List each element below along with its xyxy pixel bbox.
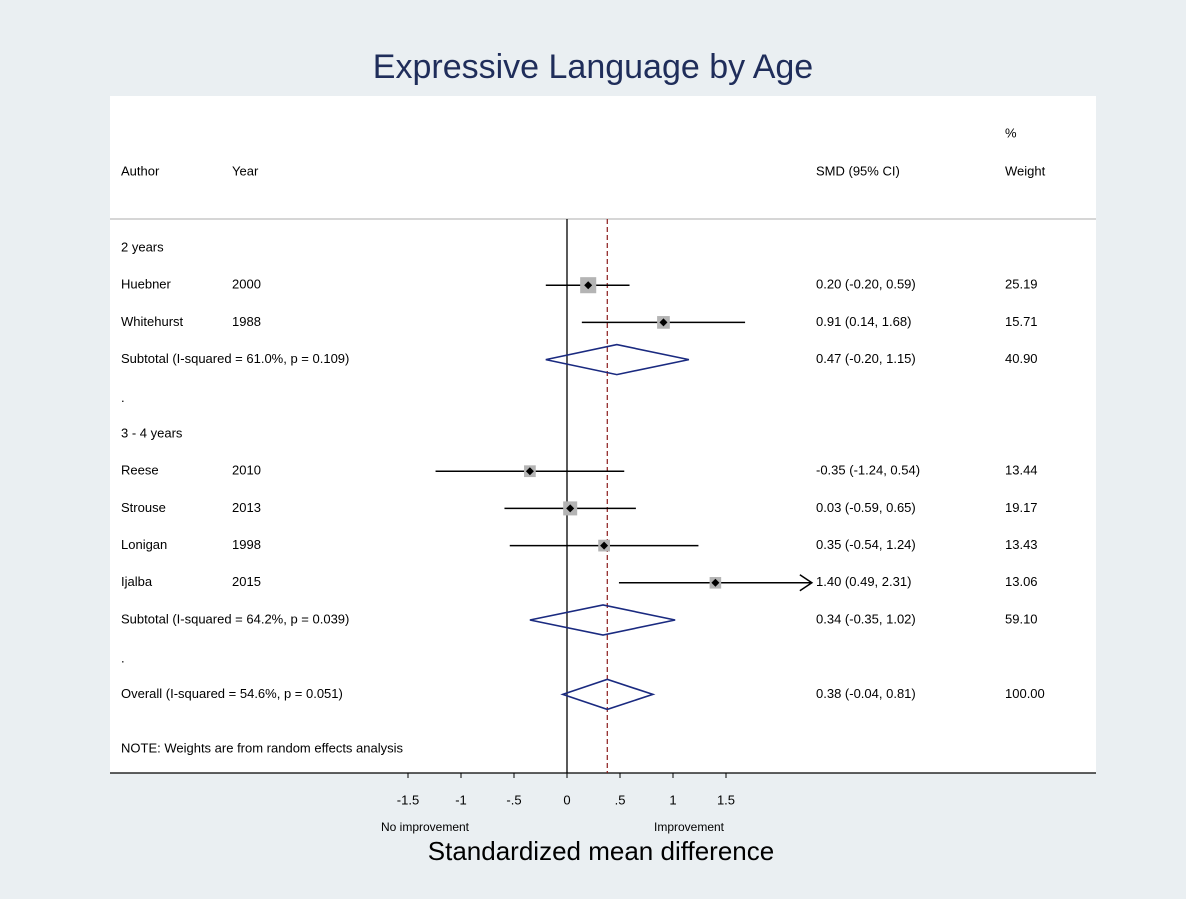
year: 2000 (232, 277, 261, 292)
weight-label: 13.44 (1005, 463, 1038, 478)
point-estimate (659, 318, 668, 327)
author: Strouse (121, 500, 166, 515)
smd-label: 0.03 (-0.59, 0.65) (816, 500, 916, 515)
x-tick-label: 0 (563, 792, 570, 807)
left-note: No improvement (381, 820, 470, 834)
pooled-label: Subtotal (I-squared = 61.0%, p = 0.109) (121, 351, 349, 366)
pooled-label: Subtotal (I-squared = 64.2%, p = 0.039) (121, 611, 349, 626)
point-estimate (584, 281, 593, 290)
weight-label: 13.43 (1005, 537, 1038, 552)
header-year: Year (232, 163, 259, 178)
point-estimate (711, 578, 720, 587)
spacer: . (121, 651, 125, 666)
year: 1988 (232, 314, 261, 329)
weight-label: 13.06 (1005, 574, 1038, 589)
x-tick-label: -.5 (506, 792, 521, 807)
spacer: . (121, 390, 125, 405)
group-name: 2 years (121, 239, 164, 254)
header-smd: SMD (95% CI) (816, 163, 900, 178)
smd-label: 0.35 (-0.54, 1.24) (816, 537, 916, 552)
year: 2015 (232, 574, 261, 589)
author: Huebner (121, 277, 172, 292)
header-author: Author (121, 163, 160, 178)
smd-label: 1.40 (0.49, 2.31) (816, 574, 911, 589)
author: Ijalba (121, 574, 153, 589)
weight-label: 19.17 (1005, 500, 1038, 515)
year: 2010 (232, 463, 261, 478)
author: Whitehurst (121, 314, 184, 329)
weight-label: 25.19 (1005, 277, 1038, 292)
smd-label: -0.35 (-1.24, 0.54) (816, 463, 920, 478)
x-axis-title: Standardized mean difference (428, 836, 774, 866)
point-estimate (600, 541, 609, 550)
pooled-label: Overall (I-squared = 54.6%, p = 0.051) (121, 686, 343, 701)
note: NOTE: Weights are from random effects an… (121, 740, 404, 755)
header-weight-top: % (1005, 125, 1017, 140)
x-tick-label: -1 (455, 792, 467, 807)
year: 1998 (232, 537, 261, 552)
point-estimate (525, 467, 534, 476)
x-tick-label: 1 (669, 792, 676, 807)
smd-label: 0.38 (-0.04, 0.81) (816, 686, 916, 701)
right-note: Improvement (654, 820, 725, 834)
weight-label: 15.71 (1005, 314, 1038, 329)
ci-arrow (799, 574, 814, 592)
chart-title: Expressive Language by Age (373, 48, 813, 86)
x-tick-label: -1.5 (397, 792, 419, 807)
pooled-diamond (560, 678, 656, 711)
pooled-diamond (545, 343, 690, 376)
point-estimate (566, 504, 575, 513)
x-tick-label: .5 (615, 792, 626, 807)
pooled-diamond (529, 604, 676, 636)
x-tick-label: 1.5 (717, 792, 735, 807)
plot-area (110, 96, 1096, 773)
group-name: 3 - 4 years (121, 425, 183, 440)
weight-label: 40.90 (1005, 351, 1038, 366)
author: Lonigan (121, 537, 167, 552)
author: Reese (121, 463, 159, 478)
smd-label: 0.91 (0.14, 1.68) (816, 314, 911, 329)
weight-label: 59.10 (1005, 611, 1038, 626)
weight-label: 100.00 (1005, 686, 1045, 701)
header-weight: Weight (1005, 163, 1046, 178)
smd-label: 0.34 (-0.35, 1.02) (816, 611, 916, 626)
smd-label: 0.47 (-0.20, 1.15) (816, 351, 916, 366)
smd-label: 0.20 (-0.20, 0.59) (816, 277, 916, 292)
year: 2013 (232, 500, 261, 515)
